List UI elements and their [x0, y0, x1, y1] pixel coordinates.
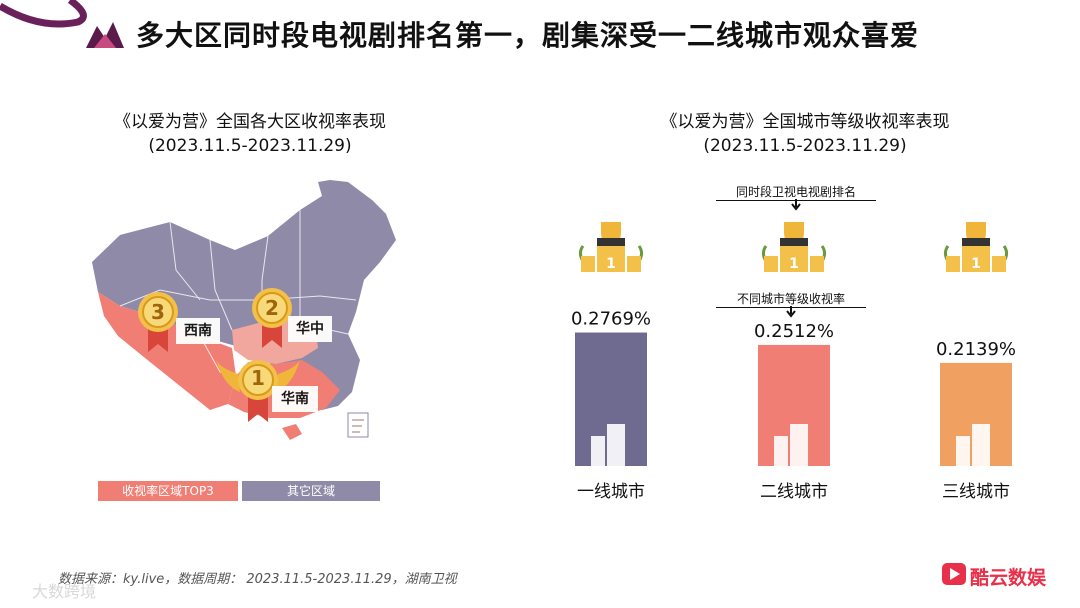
region-label-south: 华南	[272, 386, 318, 412]
brand-logo-icon	[942, 563, 966, 585]
legend-top3: 收视率区域TOP3	[98, 481, 238, 501]
medal-3-number: 3	[151, 300, 165, 324]
podium-step-center	[780, 246, 808, 272]
map-region-northeast	[318, 180, 386, 226]
podium-step-center	[597, 246, 625, 272]
trophy-base	[780, 238, 808, 246]
category-label-1: 一线城市	[577, 482, 645, 502]
building-icon	[591, 436, 605, 466]
category-label-3: 三线城市	[942, 482, 1010, 502]
building-icon	[972, 424, 990, 466]
map-title: 《以爱为营》全国各大区收视率表现	[114, 112, 386, 132]
map-period: (2023.11.5-2023.11.29)	[148, 136, 352, 156]
chart-title: 《以爱为营》全国城市等级收视率表现	[660, 112, 950, 132]
building-icon	[607, 424, 625, 466]
value-label-1: 0.2769%	[571, 309, 651, 330]
corner-ring-decoration	[0, 0, 87, 28]
podium-step-left	[581, 256, 595, 272]
brand-name: 酷云数娱	[970, 567, 1047, 589]
rank-3-medal-icon	[138, 292, 178, 352]
podium-step-right	[992, 256, 1006, 272]
region-label-central: 华中	[288, 316, 332, 342]
rank-2-medal-icon	[252, 288, 292, 348]
down-arrow-icon	[786, 306, 796, 318]
crown-logo-icon	[86, 22, 124, 48]
map-region-others	[92, 180, 396, 410]
page-title: 多大区同时段电视剧排名第一，剧集深受一二线城市观众喜爱	[136, 19, 920, 52]
map-region-hainan	[282, 424, 302, 440]
podium-step-right	[627, 256, 641, 272]
podium-step-left	[946, 256, 960, 272]
podium-rank: 1	[606, 256, 616, 272]
value-label-2: 0.2512%	[754, 321, 834, 342]
down-arrow-icon	[791, 199, 801, 211]
trophy-base	[597, 238, 625, 246]
south-china-sea-inset	[347, 412, 369, 438]
region-label-southwest: 西南	[176, 318, 220, 344]
podium-rank: 1	[789, 256, 799, 272]
building-icon	[774, 436, 788, 466]
podium-step-center	[962, 246, 990, 272]
watermark: 大数跨境	[32, 582, 97, 601]
building-icon	[790, 424, 808, 466]
medal-1-number: 1	[251, 366, 265, 390]
podium-step-right	[810, 256, 824, 272]
rank-1-winged-medal-icon	[216, 360, 300, 422]
medal-2-number: 2	[265, 296, 279, 320]
trophy-base	[962, 238, 990, 246]
value-label-3: 0.2139%	[936, 339, 1016, 360]
podium-step-left	[764, 256, 778, 272]
legend-others: 其它区域	[242, 481, 380, 501]
building-icon	[956, 436, 970, 466]
chart-period: (2023.11.5-2023.11.29)	[703, 136, 907, 156]
podium-rank: 1	[971, 256, 981, 272]
data-source-footnote: 数据来源：ky.live，数据周期： 2023.11.5-2023.11.29，…	[58, 572, 457, 587]
category-label-2: 二线城市	[760, 482, 828, 502]
